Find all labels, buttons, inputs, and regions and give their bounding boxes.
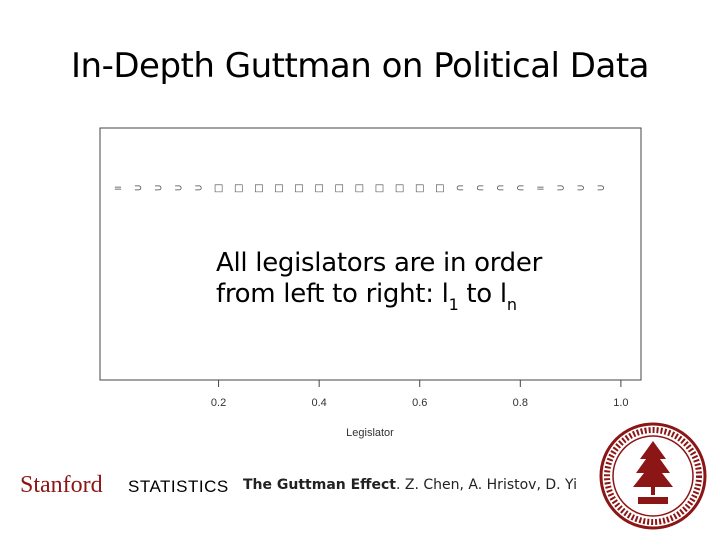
citation: The Guttman Effect. Z. Chen, A. Hristov,… — [243, 477, 577, 493]
data-point: ⊃ — [576, 183, 584, 194]
data-point: ⊂ — [456, 183, 464, 194]
page-title: In-Depth Guttman on Political Data — [71, 46, 649, 86]
data-point: ⊃ — [134, 183, 142, 194]
data-point: ⊃ — [597, 183, 605, 194]
annotation-mid: to l — [458, 279, 507, 309]
data-point: □ — [274, 183, 283, 194]
citation-authors: . Z. Chen, A. Hristov, D. Yi — [396, 477, 577, 493]
data-point: = — [536, 183, 544, 194]
data-point: □ — [355, 183, 364, 194]
x-tick-label: 0.4 — [312, 397, 327, 409]
x-tick-label: 1.0 — [613, 397, 628, 409]
marker-group: = ⊃ ⊃ ⊃ ⊃ □ □ □ □ □ □ □ □ □ □ □ □ ⊂ ⊂ ⊂ ⊂ = ⊃ ⊃ ⊃ — [114, 183, 605, 194]
annotation-sub-n: n — [506, 295, 517, 314]
annotation-line-2: from left to right: l1 to ln — [216, 279, 542, 320]
plot-frame — [99, 127, 642, 381]
data-point: □ — [234, 183, 243, 194]
annotation-prefix: from left to right: l — [216, 279, 449, 309]
data-point: ⊃ — [556, 183, 564, 194]
x-tick-label: 0.8 — [513, 397, 528, 409]
data-point: □ — [214, 183, 223, 194]
annotation-line-1: All legislators are in order — [216, 248, 542, 278]
data-point: □ — [435, 183, 444, 194]
annotation: All legislators are in order from left t… — [216, 248, 542, 320]
data-point: □ — [314, 183, 323, 194]
data-point: ⊃ — [194, 183, 202, 194]
data-point: □ — [335, 183, 344, 194]
data-point: ⊂ — [516, 183, 524, 194]
stanford-seal-icon — [599, 422, 707, 530]
data-point: ⊂ — [476, 183, 484, 194]
statistics-label: STATISTICS — [128, 477, 229, 496]
citation-title: The Guttman Effect — [243, 477, 396, 493]
x-tick-label: 0.6 — [412, 397, 427, 409]
data-point: □ — [294, 183, 303, 194]
data-point: □ — [254, 183, 263, 194]
data-point: ⊃ — [154, 183, 162, 194]
data-point: = — [114, 183, 122, 194]
data-point: ⊂ — [496, 183, 504, 194]
stanford-wordmark: Stanford — [20, 472, 103, 498]
annotation-sub-1: 1 — [448, 295, 459, 314]
data-point: □ — [415, 183, 424, 194]
data-point: □ — [375, 183, 384, 194]
x-axis-label: Legislator — [346, 427, 394, 439]
x-tick-label: 0.2 — [211, 397, 226, 409]
x-axis: 0.2 0.4 0.6 0.8 1.0 — [211, 380, 629, 409]
data-point: □ — [395, 183, 404, 194]
data-point: ⊃ — [174, 183, 182, 194]
